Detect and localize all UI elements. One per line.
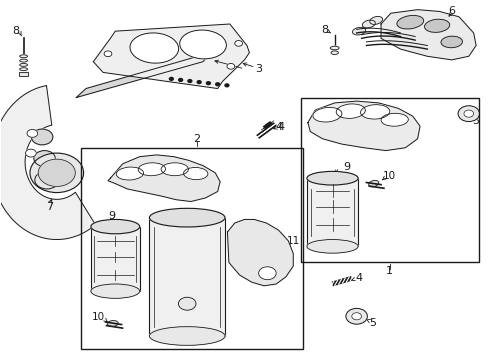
- Ellipse shape: [180, 30, 226, 59]
- Ellipse shape: [138, 163, 165, 176]
- Polygon shape: [380, 10, 475, 60]
- Polygon shape: [0, 86, 95, 239]
- Bar: [149, 218, 224, 336]
- Ellipse shape: [352, 27, 365, 35]
- Circle shape: [215, 83, 219, 86]
- Bar: [19, 72, 28, 76]
- Ellipse shape: [396, 15, 423, 29]
- Circle shape: [345, 309, 366, 324]
- Circle shape: [457, 106, 479, 122]
- Circle shape: [35, 171, 59, 189]
- Ellipse shape: [149, 327, 224, 345]
- Text: 4: 4: [355, 273, 362, 283]
- Circle shape: [169, 77, 173, 80]
- Ellipse shape: [312, 107, 341, 122]
- Ellipse shape: [161, 163, 188, 176]
- Circle shape: [187, 80, 191, 82]
- Ellipse shape: [380, 113, 407, 126]
- Ellipse shape: [330, 51, 338, 54]
- Bar: [19, 72, 28, 76]
- Ellipse shape: [183, 167, 207, 180]
- Text: 1: 1: [385, 266, 392, 276]
- Text: 10: 10: [91, 312, 104, 322]
- Polygon shape: [93, 24, 249, 89]
- Text: 2: 2: [193, 134, 200, 144]
- Circle shape: [25, 149, 36, 157]
- Text: 7: 7: [46, 202, 53, 212]
- Ellipse shape: [20, 68, 27, 71]
- Ellipse shape: [20, 59, 27, 62]
- Ellipse shape: [107, 320, 118, 327]
- Circle shape: [206, 82, 210, 85]
- Circle shape: [351, 313, 361, 320]
- Text: 11: 11: [286, 236, 299, 246]
- Text: 8: 8: [13, 26, 20, 36]
- Bar: [306, 178, 357, 246]
- Text: 6: 6: [447, 6, 454, 16]
- Text: 10: 10: [383, 171, 396, 181]
- Ellipse shape: [20, 63, 27, 66]
- Ellipse shape: [91, 284, 140, 298]
- Circle shape: [30, 153, 83, 193]
- Circle shape: [197, 81, 201, 84]
- Ellipse shape: [116, 167, 143, 180]
- Text: 3: 3: [255, 64, 262, 74]
- Circle shape: [234, 41, 242, 46]
- Circle shape: [463, 110, 473, 117]
- Polygon shape: [108, 155, 220, 202]
- Ellipse shape: [360, 105, 389, 119]
- Ellipse shape: [368, 180, 378, 187]
- Ellipse shape: [336, 104, 365, 118]
- Circle shape: [38, 159, 75, 186]
- Polygon shape: [76, 53, 210, 98]
- Ellipse shape: [91, 220, 140, 234]
- Circle shape: [224, 84, 228, 87]
- Bar: [81, 148, 303, 348]
- Circle shape: [27, 130, 38, 137]
- Polygon shape: [227, 220, 293, 286]
- Circle shape: [104, 51, 112, 57]
- Text: 4: 4: [275, 122, 282, 132]
- Ellipse shape: [149, 208, 224, 227]
- Circle shape: [258, 267, 276, 280]
- Text: 5: 5: [471, 116, 479, 126]
- Ellipse shape: [369, 17, 382, 24]
- Ellipse shape: [440, 36, 462, 48]
- Text: 8: 8: [321, 25, 328, 35]
- Text: 9: 9: [343, 162, 350, 172]
- Text: 5: 5: [368, 319, 375, 328]
- Ellipse shape: [306, 239, 357, 253]
- Circle shape: [34, 150, 55, 166]
- Ellipse shape: [362, 20, 375, 28]
- Ellipse shape: [330, 46, 338, 50]
- Circle shape: [226, 63, 234, 69]
- Circle shape: [31, 129, 53, 145]
- Ellipse shape: [424, 19, 449, 32]
- Bar: [300, 98, 478, 262]
- Polygon shape: [307, 101, 419, 150]
- Ellipse shape: [130, 33, 178, 63]
- Ellipse shape: [20, 55, 27, 58]
- Text: 4: 4: [277, 122, 284, 132]
- Ellipse shape: [306, 171, 357, 185]
- Text: 9: 9: [108, 211, 115, 221]
- Bar: [91, 226, 140, 291]
- Circle shape: [178, 297, 196, 310]
- Circle shape: [178, 78, 182, 81]
